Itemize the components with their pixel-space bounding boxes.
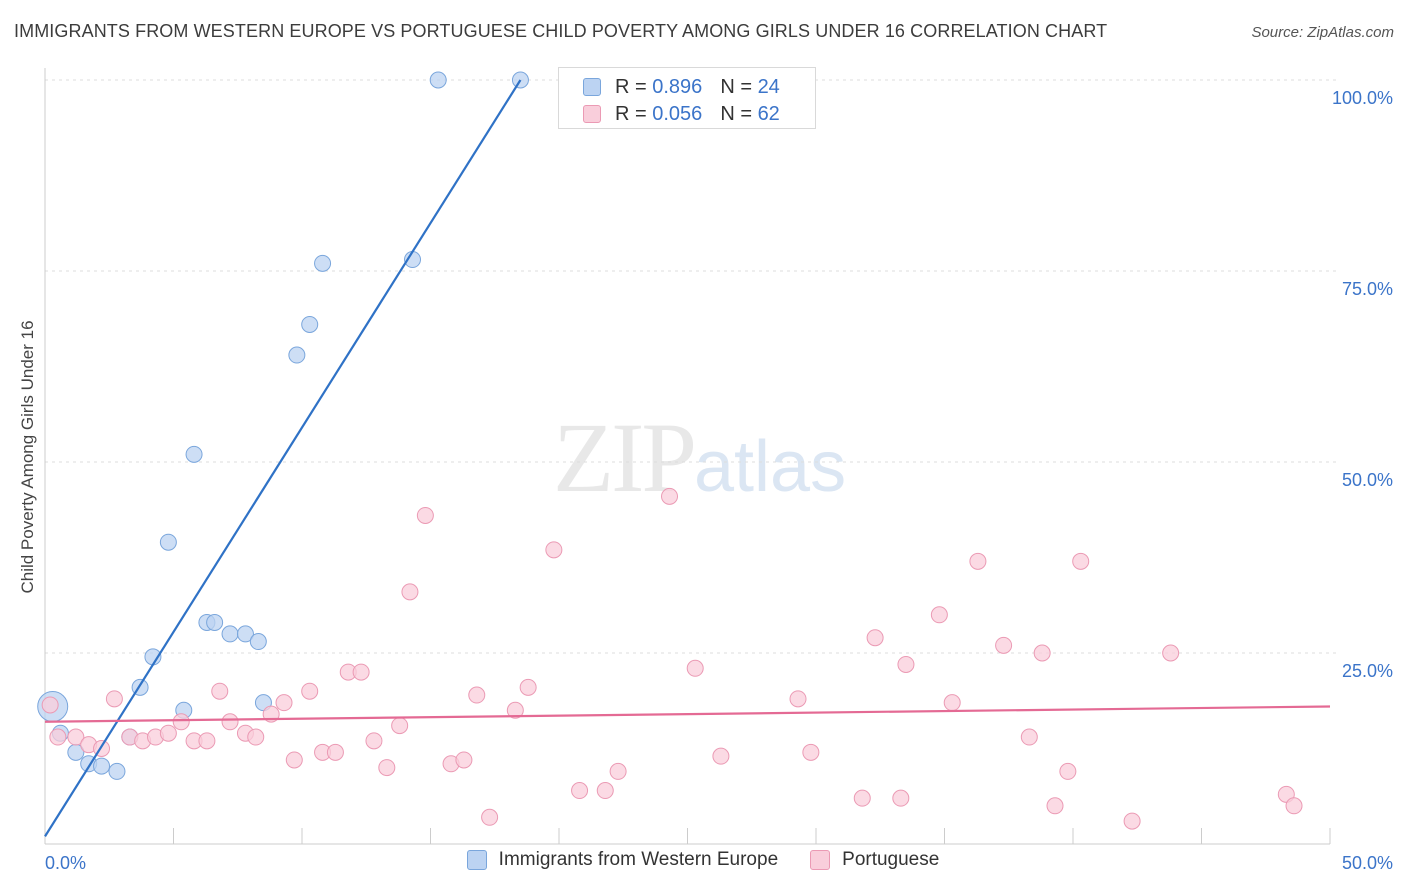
western-europe-point [159,533,177,551]
portuguese-point [892,789,910,807]
blue-swatch [466,850,487,870]
portuguese-point [468,686,486,704]
chart-title: IMMIGRANTS FROM WESTERN EUROPE VS PORTUG… [14,21,1108,41]
watermark-atlas: atlas [694,427,847,507]
western-europe-trendline [44,79,522,837]
western-europe-point [249,633,267,651]
legend-label: Immigrants from Western Europe [498,849,779,870]
portuguese-point [930,606,948,624]
blue-swatch [583,78,601,96]
portuguese-point [172,713,190,731]
portuguese-point [596,782,614,800]
legend-item-portuguese: Portuguese [810,849,939,871]
portuguese-point [455,751,473,769]
western-europe-point [314,254,332,272]
n-value: 24 [757,75,780,98]
portuguese-point [897,655,915,673]
portuguese-point [285,751,303,769]
series-legend: Immigrants from Western Europe Portugues… [0,849,1406,871]
portuguese-point [352,663,370,681]
portuguese-point [1046,797,1064,815]
portuguese-point [41,696,59,714]
portuguese-point [686,659,704,677]
portuguese-point [401,583,419,601]
portuguese-point [506,701,524,719]
portuguese-point [378,759,396,777]
r-value: 0.056 [652,102,703,125]
n-label: N = [720,102,752,125]
pink-swatch [583,105,601,123]
portuguese-point [221,713,239,731]
portuguese-point [301,682,319,700]
portuguese-point [1059,762,1077,780]
portuguese-point [995,636,1013,654]
portuguese-point [661,487,679,505]
western-europe-point [93,757,111,775]
y-tick-label: 100.0% [1332,88,1393,108]
portuguese-point [1123,812,1141,830]
western-europe-point [185,445,203,463]
portuguese-point [159,724,177,742]
portuguese-point [198,732,216,750]
western-europe-point [429,71,447,89]
portuguese-point [1285,797,1303,815]
portuguese-point [275,694,293,712]
portuguese-point [969,552,987,570]
legend-item-western-europe: Immigrants from Western Europe [466,849,779,871]
portuguese-point [1162,644,1180,662]
n-label: N = [720,75,752,98]
stats-legend: R = 0.896 N = 24 R = 0.056 N = 62 [558,67,816,129]
portuguese-point [712,747,730,765]
y-tick-label: 75.0% [1342,279,1393,299]
western-europe-point [206,613,224,631]
portuguese-point [609,762,627,780]
stats-legend-row-blue: R = 0.896 N = 24 [583,72,780,102]
western-europe-point [288,346,306,364]
y-axis-label: Child Poverty Among Girls Under 16 [18,320,37,594]
portuguese-point [1072,552,1090,570]
legend-label: Portuguese [842,849,940,870]
portuguese-point [866,629,884,647]
portuguese-point [789,690,807,708]
stats-legend-row-pink: R = 0.056 N = 62 [583,99,780,129]
portuguese-point [365,732,383,750]
y-tick-label: 25.0% [1342,661,1393,681]
western-europe-point [236,625,254,643]
n-value: 62 [757,102,780,125]
x-tick-label: 0.0% [45,853,86,873]
portuguese-point [481,808,499,826]
portuguese-point [853,789,871,807]
source-label: Source: ZipAtlas.com [1251,24,1394,41]
x-tick-label: 50.0% [1342,853,1393,873]
portuguese-point [802,743,820,761]
western-europe-point [221,625,239,643]
r-label: R = [615,102,647,125]
portuguese-trendline [44,705,1331,723]
pink-swatch [810,850,831,870]
portuguese-point [545,541,563,559]
portuguese-point [49,728,67,746]
portuguese-point [391,717,409,735]
portuguese-point [1020,728,1038,746]
portuguese-point [67,728,85,746]
western-europe-point [301,315,319,333]
portuguese-point [105,690,123,708]
y-tick-label: 50.0% [1342,470,1393,490]
western-europe-point [108,762,126,780]
portuguese-point [326,743,344,761]
portuguese-point [1033,644,1051,662]
portuguese-point [519,678,537,696]
r-label: R = [615,75,647,98]
r-value: 0.896 [652,75,703,98]
portuguese-point [416,506,434,524]
portuguese-point [247,728,265,746]
portuguese-point [211,682,229,700]
portuguese-point [571,782,589,800]
portuguese-point [943,694,961,712]
